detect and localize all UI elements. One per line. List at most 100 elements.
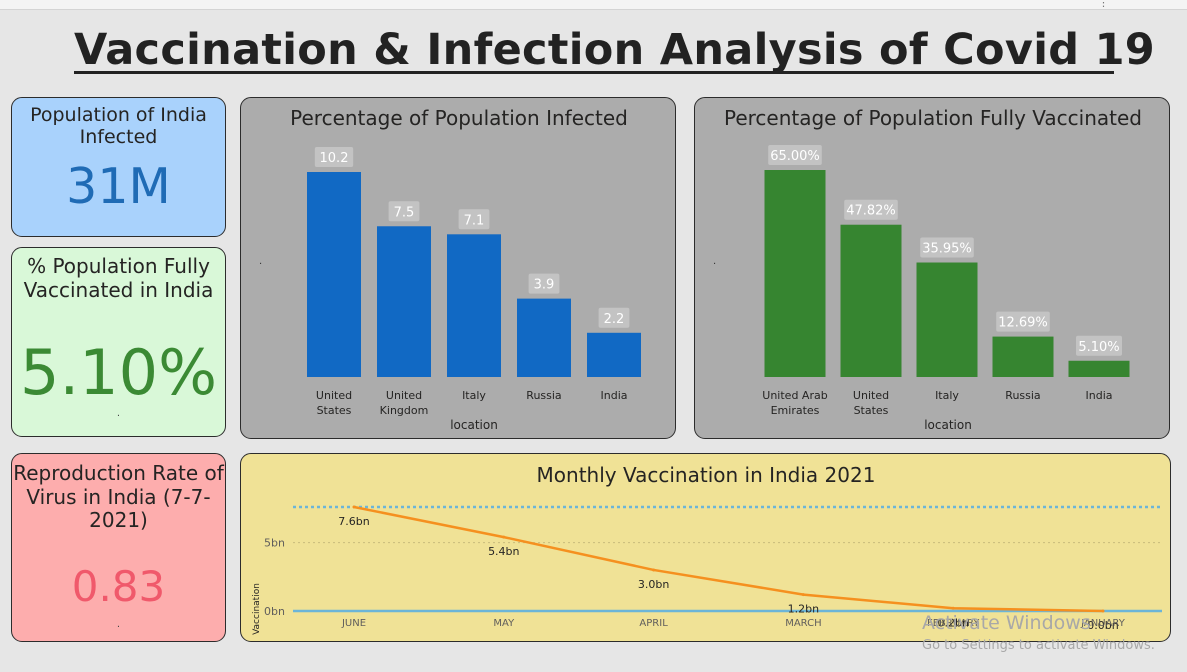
data-point (502, 535, 506, 539)
monthly-line-chart-svg: Monthly Vaccination in India 2021 Vaccina… (252, 463, 1162, 635)
data-point (951, 606, 955, 610)
bar (992, 336, 1054, 377)
x-tick-label: Russia (1005, 389, 1040, 402)
kpi-value: 5.10% (20, 336, 217, 409)
data-point (352, 505, 356, 509)
kpi-card-india-infected[interactable]: Population of India Infected 31M (11, 97, 226, 237)
y-axis-title: Vaccination (252, 583, 262, 635)
data-label: 10.2 (320, 151, 349, 166)
activate-windows-watermark: Activate Windows (922, 612, 1091, 634)
chart-infected-percentage[interactable]: Percentage of Population Infected. 10.2 Un… (240, 97, 676, 439)
data-label-bg (388, 201, 420, 222)
data-label-bg (314, 147, 354, 167)
data-label: 12.69% (998, 316, 1048, 331)
series-line (353, 505, 1104, 613)
data-point (652, 568, 656, 572)
x-tick-label-line: States (854, 404, 889, 417)
kpi-value: 0.83 (71, 562, 166, 611)
data-label-bg (598, 307, 630, 328)
x-tick-label-line: United (316, 389, 352, 402)
x-tick-label: MAY (493, 618, 515, 629)
kpi-footnote: . (116, 619, 121, 630)
x-tick-label: JUNE (341, 618, 366, 629)
bar (587, 332, 641, 377)
kpi-label: % Population Fully Vaccinated in India (23, 254, 214, 302)
bar (517, 298, 571, 377)
data-label-bg (844, 199, 898, 220)
chart-vaccinated-percentage[interactable]: Percentage of Population Fully Vaccinate… (694, 97, 1170, 439)
x-tick-label-line: Italy (462, 389, 486, 402)
data-label: 7.1 (464, 213, 485, 228)
infected-bar-chart-svg: Percentage of Population Infected. 10.2 Un… (259, 106, 641, 432)
bar (447, 234, 501, 377)
data-label: 65.00% (770, 149, 820, 164)
bar (377, 226, 431, 377)
y-tick-label: 0bn (264, 605, 285, 618)
data-point (1101, 609, 1105, 613)
chart-side-mark: . (713, 256, 716, 267)
data-label: 35.95% (922, 242, 972, 257)
data-label: 1.2bn (788, 603, 819, 616)
x-tick-label-line: India (601, 389, 628, 402)
x-tick-label: FEBRUARY (927, 618, 980, 629)
chart-side-mark: . (259, 256, 262, 267)
top-bar: ⋮ (0, 0, 1187, 10)
x-tick-label-line: United Arab (762, 389, 827, 402)
page-title: Vaccination & Infection Analysis of Covi… (74, 25, 1156, 75)
bar (764, 170, 826, 377)
x-tick-label: United States (316, 389, 352, 417)
data-label-bg (920, 237, 974, 258)
activate-windows-hint: Go to Settings to activate Windows. (922, 638, 1155, 653)
x-tick-label-line: Italy (935, 389, 959, 402)
x-tick-label: Italy (935, 389, 959, 402)
data-label: 3.0bn (638, 578, 669, 591)
x-tick-label: Russia (526, 389, 561, 402)
data-label: 7.6bn (338, 515, 369, 528)
data-label: 3.9 (534, 278, 555, 293)
data-label: 5.4bn (488, 545, 519, 558)
data-label-bg (458, 209, 490, 230)
x-tick-label: MARCH (785, 618, 821, 629)
y-tick-label: 5bn (264, 537, 285, 550)
kpi-card-reproduction-rate[interactable]: Reproduction Rate of Virus in India (7-7… (11, 453, 226, 642)
kpi-label: Reproduction Rate of Virus in India (7-7… (13, 461, 224, 533)
data-label: 0.2bn (937, 616, 968, 629)
data-label-bg (528, 273, 560, 294)
kpi-label: Population of India Infected (30, 104, 207, 149)
x-tick-label-line: Emirates (771, 404, 820, 417)
bar (307, 172, 361, 377)
data-label-bg (1076, 335, 1122, 356)
x-tick-label-line: United (386, 389, 422, 402)
x-tick-label-line: States (317, 404, 352, 417)
bar (916, 262, 978, 377)
x-tick-label: Italy (462, 389, 486, 402)
chart-title: Percentage of Population Infected (290, 106, 628, 130)
x-tick-label: United Arab Emirates (762, 389, 827, 417)
title-underline (74, 71, 1114, 74)
x-tick-label: India (601, 389, 628, 402)
x-axis-title: location (450, 418, 498, 432)
x-tick-label: India (1086, 389, 1113, 402)
more-options-icon[interactable]: ⋮ (1098, 0, 1109, 9)
kpi-footnote: . (116, 408, 121, 419)
x-tick-label: APRIL (639, 618, 668, 629)
data-label: 47.82% (846, 204, 896, 219)
chart-monthly-vaccination[interactable]: Monthly Vaccination in India 2021 Vaccina… (240, 453, 1171, 642)
data-label: 0.0bn (1087, 619, 1118, 632)
chart-title: Monthly Vaccination in India 2021 (537, 463, 876, 487)
x-tick-label-line: Russia (1005, 389, 1040, 402)
kpi-card-india-vaccinated[interactable]: % Population Fully Vaccinated in India 5… (11, 247, 226, 437)
x-tick-label: United States (853, 389, 889, 417)
x-tick-label: JANUARY (1080, 618, 1126, 629)
data-point (801, 593, 805, 597)
data-label: 7.5 (394, 205, 415, 220)
bar (1068, 360, 1130, 377)
x-tick-label: United Kingdom (380, 389, 429, 417)
chart-title: Percentage of Population Fully Vaccinate… (724, 106, 1142, 130)
vaccinated-bar-chart-svg: Percentage of Population Fully Vaccinate… (713, 106, 1142, 432)
x-axis-title: location (924, 418, 972, 432)
data-label-bg (996, 311, 1050, 332)
x-tick-label-line: United (853, 389, 889, 402)
kpi-value: 31M (66, 158, 171, 215)
x-tick-label-line: Russia (526, 389, 561, 402)
